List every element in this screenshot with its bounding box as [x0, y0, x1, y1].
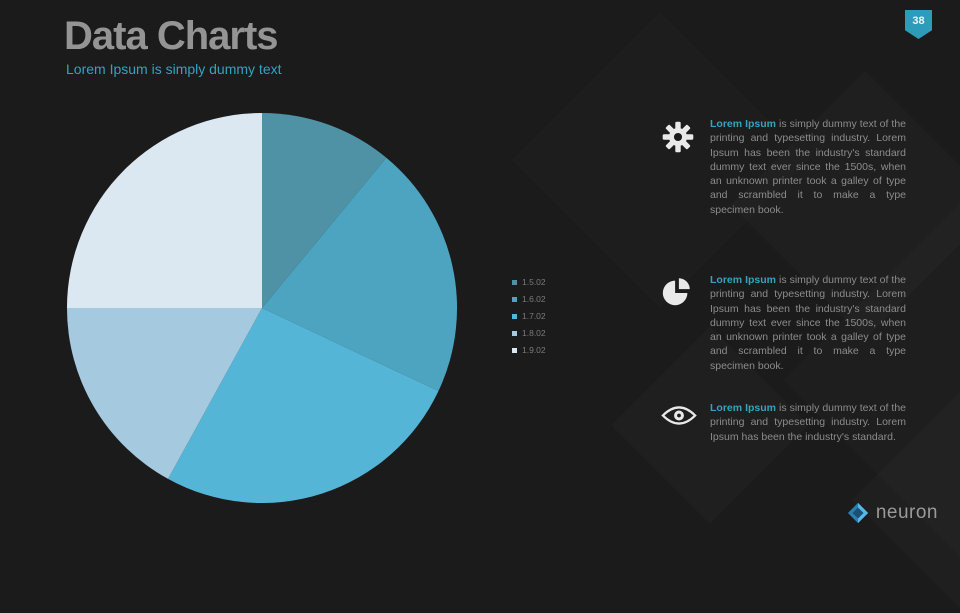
pie-chart — [64, 110, 460, 506]
info-text: Lorem Ipsum is simply dummy text of the … — [710, 401, 906, 444]
brand-logo: neuron — [847, 502, 938, 524]
legend-swatch — [512, 296, 517, 302]
eye-icon — [660, 403, 697, 439]
info-text: Lorem Ipsum is simply dummy text of the … — [710, 117, 906, 217]
legend-label: 1.5.02 — [522, 277, 546, 287]
legend-item-1.8.02: 1.8.02 — [512, 328, 546, 338]
legend-label: 1.7.02 — [522, 311, 546, 321]
info-block-2: Lorem Ipsum is simply dummy text of the … — [660, 273, 906, 373]
info-lead: Lorem Ipsum — [710, 118, 777, 130]
info-text: Lorem Ipsum is simply dummy text of the … — [710, 273, 906, 373]
pie-slice-1.7.02 — [168, 308, 439, 504]
page-subtitle: Lorem Ipsum is simply dummy text — [66, 61, 282, 77]
chart-legend: 1.5.02 1.6.02 1.7.02 1.8.02 1.9.02 — [512, 277, 546, 355]
info-body: is simply dummy text of the printing and… — [710, 274, 907, 372]
info-body: is simply dummy text of the printing and… — [710, 118, 907, 216]
pie-chart-icon — [660, 275, 696, 311]
legend-swatch — [512, 330, 517, 336]
pie-slice-1.5.02 — [262, 112, 387, 308]
legend-item-1.7.02: 1.7.02 — [512, 311, 546, 321]
pie-slice-1.8.02 — [66, 308, 262, 479]
legend-item-1.6.02: 1.6.02 — [512, 294, 546, 304]
info-body: is simply dummy text of the printing and… — [710, 402, 907, 443]
gear-icon — [660, 119, 696, 155]
info-lead: Lorem Ipsum — [710, 274, 777, 286]
pie-slice-1.9.02 — [66, 112, 262, 308]
legend-swatch — [512, 347, 517, 353]
info-block-3: Lorem Ipsum is simply dummy text of the … — [660, 401, 906, 444]
legend-label: 1.8.02 — [522, 328, 546, 338]
legend-swatch — [512, 279, 517, 285]
legend-item-1.5.02: 1.5.02 — [512, 277, 546, 287]
info-block-1: Lorem Ipsum is simply dummy text of the … — [660, 117, 906, 217]
pie-chart-svg — [66, 112, 458, 504]
page-title: Data Charts — [64, 14, 279, 58]
legend-label: 1.9.02 — [522, 345, 546, 355]
page-number-badge: 38 — [905, 10, 932, 39]
legend-swatch — [512, 313, 517, 319]
legend-label: 1.6.02 — [522, 294, 546, 304]
legend-item-1.9.02: 1.9.02 — [512, 345, 546, 355]
brand-logo-icon — [847, 502, 868, 524]
brand-logo-text: neuron — [875, 502, 938, 523]
pie-slice-1.6.02 — [262, 157, 458, 392]
info-lead: Lorem Ipsum — [710, 402, 777, 414]
